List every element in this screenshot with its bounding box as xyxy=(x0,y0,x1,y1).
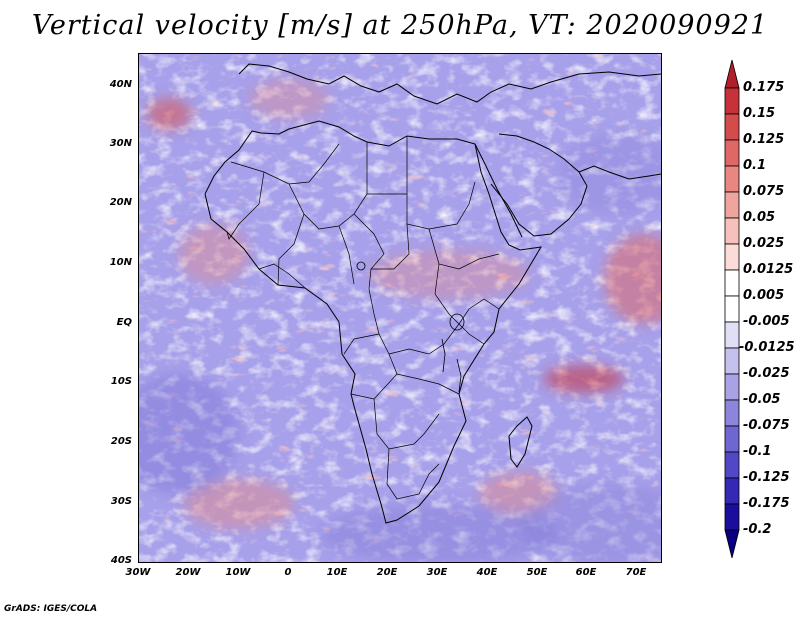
colorbar-label: -0.075 xyxy=(743,418,790,433)
vertical-velocity-field xyxy=(139,54,661,562)
colorbar-label: -0.025 xyxy=(743,366,790,381)
madagascar-coastline xyxy=(508,416,533,468)
plot-title: Vertical velocity [m/s] at 250hPa, VT: 2… xyxy=(31,10,769,41)
updraft-areas xyxy=(147,79,661,529)
lon-label-40e: 40E xyxy=(476,567,498,578)
arabia-coastline xyxy=(490,133,588,237)
lon-label-70e: 70E xyxy=(625,567,647,578)
africa-coastline xyxy=(204,120,542,524)
colorbar-label: 0.0125 xyxy=(743,262,794,277)
lat-label-20s: 20S xyxy=(110,436,132,447)
colorbar-label: -0.005 xyxy=(743,314,790,329)
lat-label-30n: 30N xyxy=(109,138,132,149)
map-panel xyxy=(138,53,662,563)
colorbar-label: 0.025 xyxy=(743,236,785,251)
lon-label-60e: 60E xyxy=(575,567,597,578)
lat-label-20n: 20N xyxy=(109,197,132,208)
colorbar-box xyxy=(724,87,740,115)
lon-label-20w: 20W xyxy=(175,567,201,578)
colorbar-label: 0.05 xyxy=(743,210,776,225)
country-borders xyxy=(226,136,500,500)
colorbar-label: 0.125 xyxy=(743,132,785,147)
colorbar-label: -0.2 xyxy=(743,522,772,537)
colorbar-label: -0.1 xyxy=(743,444,772,459)
lat-label-40s: 40S xyxy=(110,555,132,566)
colorbar-label: 0.15 xyxy=(743,106,776,121)
colorbar-box xyxy=(724,165,740,193)
field-noise-red xyxy=(139,54,661,562)
colorbar-label: -0.0125 xyxy=(739,340,795,355)
lon-label-10w: 10W xyxy=(225,567,251,578)
lon-label-30w: 30W xyxy=(125,567,151,578)
colorbar-label: 0.1 xyxy=(743,158,767,173)
lat-label-10s: 10S xyxy=(110,376,132,387)
colorbar-box xyxy=(724,191,740,219)
lat-label-40n: 40N xyxy=(109,79,132,90)
colorbar-box xyxy=(724,477,740,505)
colorbar-label: -0.175 xyxy=(743,496,790,511)
colorbar-box xyxy=(724,139,740,167)
europe-coastline xyxy=(238,63,661,105)
colorbar-box xyxy=(724,243,740,271)
lat-label-10n: 10N xyxy=(109,257,132,268)
colorbar-top-arrow xyxy=(724,59,740,89)
colorbar-box xyxy=(724,269,740,297)
colorbar xyxy=(724,59,740,558)
lon-label-30e: 30E xyxy=(426,567,448,578)
red-sea-coast xyxy=(474,143,523,238)
lakes xyxy=(356,261,465,393)
colorbar-label: -0.05 xyxy=(743,392,781,407)
colorbar-label: 0.075 xyxy=(743,184,785,199)
colorbar-box xyxy=(724,295,740,323)
colorbar-box xyxy=(724,321,740,349)
lat-label-30s: 30S xyxy=(110,496,132,507)
lat-label-eq: EQ xyxy=(116,317,132,328)
colorbar-box xyxy=(724,503,740,531)
lon-label-10e: 10E xyxy=(326,567,348,578)
colorbar-box xyxy=(724,113,740,141)
colorbar-box xyxy=(724,217,740,245)
credit-label: GrADS: IGES/COLA xyxy=(4,604,98,614)
colorbar-box xyxy=(724,373,740,401)
colorbar-box xyxy=(724,347,740,375)
lon-label-50e: 50E xyxy=(526,567,548,578)
colorbar-label: 0.175 xyxy=(743,80,785,95)
colorbar-box xyxy=(724,399,740,427)
iran-coastline xyxy=(578,165,661,180)
colorbar-label: -0.125 xyxy=(743,470,790,485)
colorbar-box xyxy=(724,451,740,479)
colorbar-bottom-arrow xyxy=(724,529,740,558)
lon-label-20e: 20E xyxy=(376,567,398,578)
colorbar-box xyxy=(724,425,740,453)
lon-label-0: 0 xyxy=(284,567,292,578)
colorbar-label: 0.005 xyxy=(743,288,785,303)
downdraft-areas xyxy=(139,134,661,562)
